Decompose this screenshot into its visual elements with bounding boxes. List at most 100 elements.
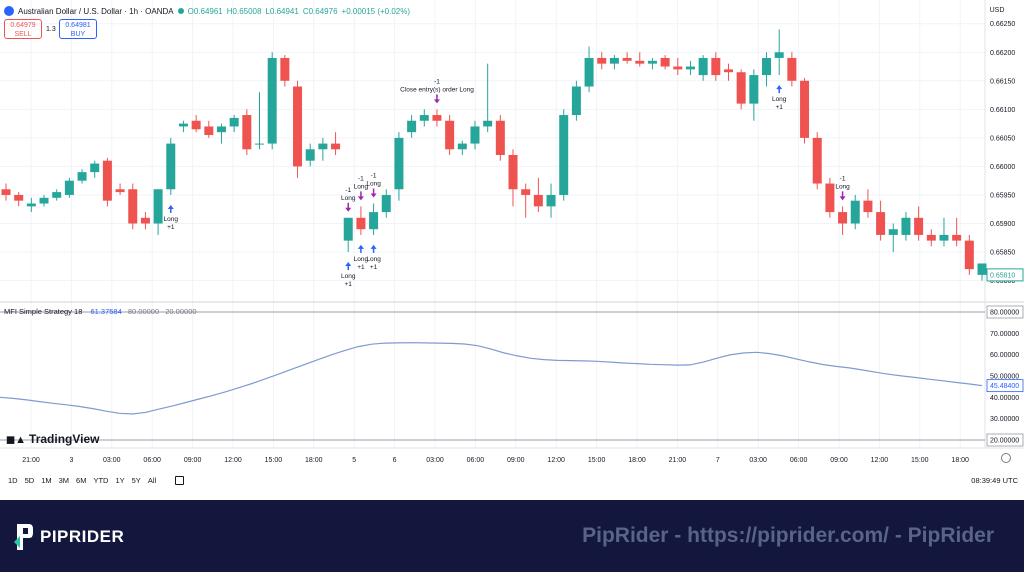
long-arrow-icon <box>370 244 377 249</box>
signal-qty: +1 <box>345 281 353 288</box>
candle-body <box>369 212 379 230</box>
candle-body <box>445 120 455 150</box>
sell-label: SELL <box>14 31 32 38</box>
range-1d[interactable]: 1D <box>8 475 18 485</box>
range-all[interactable]: All <box>147 475 157 485</box>
buy-price: 0.64981 <box>65 22 91 29</box>
candle-body <box>293 86 303 167</box>
candle-body <box>216 126 226 133</box>
candle-body <box>229 117 239 127</box>
candle-body <box>343 217 353 241</box>
currency-button[interactable]: USD <box>989 7 1005 14</box>
candle-body <box>178 123 188 127</box>
signal-label: Long <box>366 256 381 263</box>
signal-label: Close entry(s) order Long <box>400 86 474 93</box>
candle-body <box>242 115 252 150</box>
candle-body <box>115 189 125 193</box>
candle-body <box>952 234 962 241</box>
candle-body <box>407 120 417 133</box>
x-tick-label: 03:00 <box>103 457 121 464</box>
candle-body <box>419 115 429 121</box>
exit-arrow-icon <box>839 196 846 201</box>
price-axis-label: 0.65800 <box>990 278 1015 285</box>
market-status-icon <box>177 8 184 14</box>
signal-qty: +1 <box>370 264 378 271</box>
ohlc-change: +0.00015 (+0.02%) <box>341 6 411 16</box>
range-ytd[interactable]: YTD <box>93 475 109 485</box>
mfi-axis-label: 80.00000 <box>990 310 1019 317</box>
symbol-title[interactable]: Australian Dollar / U.S. Dollar · 1h · O… <box>18 6 174 16</box>
candle-body <box>77 172 87 181</box>
mfi-last-label: 45.48400 <box>990 383 1019 390</box>
range-5d[interactable]: 5D <box>24 475 35 485</box>
candle-body <box>26 203 36 207</box>
x-tick-label: 03:00 <box>426 457 444 464</box>
long-arrow-icon <box>357 244 364 249</box>
long-arrow-icon <box>345 262 352 267</box>
candle-body <box>381 194 391 213</box>
candle-body <box>698 57 708 76</box>
candle-body <box>128 189 138 224</box>
range-3m[interactable]: 3M <box>58 475 70 485</box>
calendar-icon[interactable] <box>175 475 185 485</box>
x-tick-label: 06:00 <box>143 457 161 464</box>
candle-body <box>533 194 543 207</box>
x-tick-label: 7 <box>716 457 720 464</box>
candle-body <box>191 120 201 130</box>
tradingview-logo-icon: ◼▲ <box>6 433 27 446</box>
ohlc-high: H0.65008 <box>226 6 262 16</box>
piprider-brand: PIPRIDER <box>14 522 124 552</box>
candle-body <box>559 115 569 195</box>
piprider-footer: PIPRIDER PipRider - https://piprider.com… <box>0 500 1024 572</box>
candle-body <box>774 52 784 58</box>
indicator-value: 61.37584 <box>90 307 122 316</box>
candle-body <box>14 194 24 201</box>
candle-body <box>660 57 670 67</box>
candle-body <box>52 192 62 198</box>
indicator-legend[interactable]: MFI Simple Strategy 18 61.37584 80.00000… <box>4 307 197 316</box>
mfi-axis-label: 70.00000 <box>990 331 1019 338</box>
indicator-upper: 80.00000 <box>127 307 160 316</box>
x-tick-label: 6 <box>393 457 397 464</box>
gear-icon[interactable] <box>1001 453 1011 463</box>
candle-body <box>267 57 277 144</box>
candle-body <box>711 57 721 76</box>
candle-body <box>825 183 835 213</box>
x-tick-label: 06:00 <box>790 457 808 464</box>
buy-button[interactable]: 0.64981 BUY <box>59 19 97 39</box>
candle-body <box>762 57 772 76</box>
signal-qty: -1 <box>358 175 364 182</box>
candle-body <box>647 60 657 64</box>
mfi-axis-label: 30.00000 <box>990 416 1019 423</box>
sell-button[interactable]: 0.64979 SELL <box>4 19 42 39</box>
price-chart[interactable]: 21:00 3 03:00 06:00 09:00 12:00 15:00 18:00 5 6 03… <box>0 0 1024 470</box>
x-tick-label: 12:00 <box>547 457 565 464</box>
signal-qty: +1 <box>775 104 783 111</box>
tradingview-logo[interactable]: ◼▲ TradingView <box>6 432 100 446</box>
candle-body <box>495 120 505 155</box>
mfi-axis-label: 40.00000 <box>990 395 1019 402</box>
range-6m[interactable]: 6M <box>76 475 87 485</box>
exit-arrow-icon <box>345 207 352 212</box>
candle-body <box>876 212 886 235</box>
price-axis-label: 0.66050 <box>990 135 1015 142</box>
exit-arrow-icon <box>357 196 364 201</box>
last-price-label: 0.65810 <box>990 272 1015 279</box>
candle-body <box>749 75 759 104</box>
utc-clock[interactable]: 08:39:49 UTC <box>971 476 1018 485</box>
chart-area[interactable]: 21:00 3 03:00 06:00 09:00 12:00 15:00 18:00 5 6 03… <box>0 0 1024 500</box>
range-1y[interactable]: 1Y <box>115 475 125 485</box>
range-1m[interactable]: 1M <box>41 475 52 485</box>
x-tick-label: 09:00 <box>184 457 202 464</box>
x-tick-label: 09:00 <box>507 457 525 464</box>
candle-body <box>39 197 49 204</box>
candle-body <box>787 57 797 81</box>
candle-body <box>457 143 467 150</box>
symbol-header: Australian Dollar / U.S. Dollar · 1h · O… <box>4 6 410 16</box>
candle-body <box>331 143 341 150</box>
range-5y[interactable]: 5Y <box>131 475 141 485</box>
buy-label: BUY <box>70 31 86 38</box>
ohlc-open: O0.64961 <box>187 6 223 16</box>
long-arrow-icon <box>167 204 174 209</box>
